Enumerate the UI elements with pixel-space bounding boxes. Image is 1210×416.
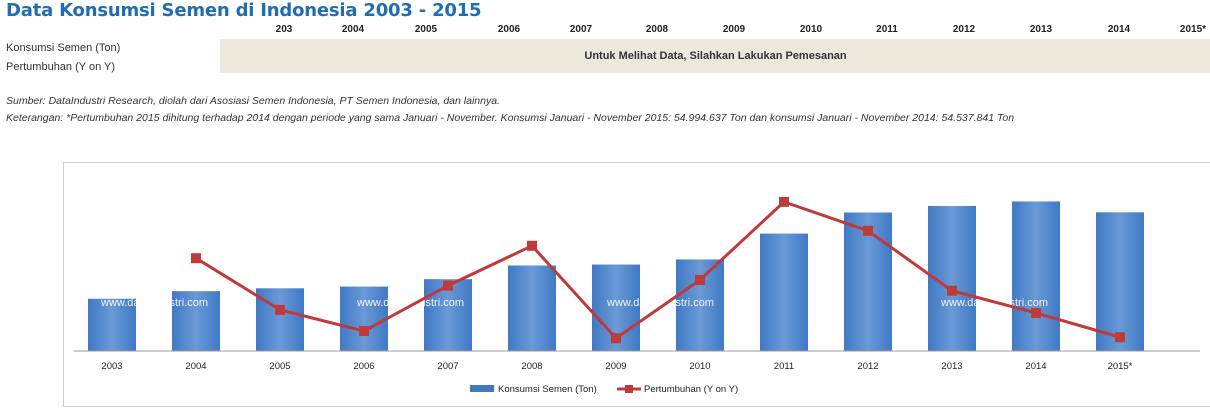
bar-konsumsi-2014 [1012,201,1060,351]
x-tick-label: 2006 [353,361,374,372]
remark-note: Keterangan: *Pertumbuhan 2015 dihitung t… [6,112,1015,124]
point-pertumbuhan-2008 [527,240,537,251]
legend-swatch-konsumsi [470,385,494,392]
page-title: Data Konsumsi Semen di Indonesia 2003 - … [6,0,482,21]
year-header: 2006 [497,24,521,35]
combo-chart: www.dataindustri.com www.dataindustri.com… [74,196,1200,395]
x-tick-label: 2010 [689,361,710,372]
watermark-text: www.dataindustri.com [606,297,714,309]
bar-konsumsi-2015* [1096,212,1144,351]
year-header: 2013 [1029,24,1053,35]
point-pertumbuhan-2013 [947,285,957,296]
year-header: 2008 [645,24,669,35]
point-pertumbuhan-2010 [695,274,705,285]
bar-konsumsi-2008 [508,265,556,351]
point-pertumbuhan-2009 [611,333,621,344]
year-header: 2012 [952,24,976,35]
x-tick-label: 2014 [1025,361,1046,372]
legend-label-konsumsi: Konsumsi Semen (Ton) [498,384,597,395]
point-pertumbuhan-2004 [191,253,201,264]
bar-konsumsi-2007 [424,279,472,351]
year-header: 2005 [414,24,438,35]
line-pertumbuhan [195,200,1121,340]
bar-konsumsi-2005 [256,288,304,351]
point-pertumbuhan-2012 [863,225,873,236]
watermark-text: www.dataindustri.com [356,297,464,309]
bar-konsumsi-2006 [340,286,388,351]
x-tick-label: 2012 [857,361,878,372]
year-header: 203 [275,24,293,35]
point-pertumbuhan-2007 [443,280,453,291]
bar-konsumsi-2004 [172,291,220,351]
point-pertumbuhan-2015* [1115,332,1125,343]
x-tick-label: 2007 [437,361,458,372]
x-tick-label: 2005 [269,361,290,372]
row-label-pertumbuhan: Pertumbuhan (Y on Y) [6,61,116,73]
x-tick-label: 2009 [605,361,626,372]
x-tick-label: 2015* [1108,361,1133,372]
x-tick-label: 2008 [521,361,542,372]
x-tick-label: 2011 [774,361,794,372]
point-pertumbuhan-2006 [359,326,369,337]
watermark-text: www.dataindustri.com [100,297,208,309]
bar-konsumsi-2011 [760,233,808,351]
bar-konsumsi-2010 [676,259,724,351]
year-header: 2007 [569,24,593,35]
year-header: 2015* [1179,24,1207,35]
point-pertumbuhan-2014 [1031,307,1041,318]
point-pertumbuhan-2005 [275,304,285,315]
source-note: Sumber: DataIndustri Research, diolah da… [6,95,500,107]
year-header: 2014 [1107,24,1131,35]
year-header: 2011 [876,24,898,35]
chart-container: www.dataindustri.com www.dataindustri.com… [63,162,1210,407]
row-label-konsumsi: Konsumsi Semen (Ton) [6,42,121,54]
point-pertumbuhan-2011 [779,196,789,207]
x-tick-label: 2013 [941,361,962,372]
year-header: 2004 [341,24,365,35]
bar-konsumsi-2003 [88,298,136,351]
legend-marker-pertumbuhan [625,385,633,393]
x-tick-label: 2004 [185,361,206,372]
year-header: 2009 [722,24,746,35]
legend-label-pertumbuhan: Pertumbuhan (Y on Y) [644,384,738,395]
year-header: 2010 [799,24,823,35]
locked-data-band[interactable]: Untuk Melihat Data, Silahkan Lakukan Pem… [220,39,1210,73]
locked-data-message: Untuk Melihat Data, Silahkan Lakukan Pem… [584,50,847,62]
x-tick-label: 2003 [101,361,122,372]
